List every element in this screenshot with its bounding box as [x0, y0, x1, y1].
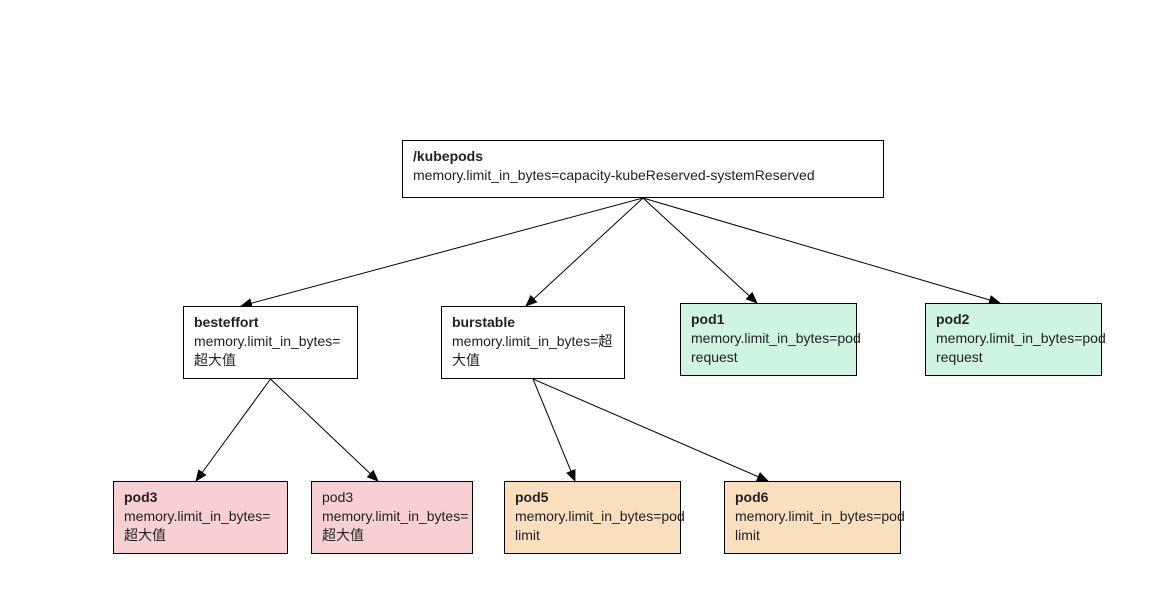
node-burstable-body: memory.limit_in_bytes=超大值: [452, 332, 614, 370]
node-pod1: pod1 memory.limit_in_bytes=pod request: [680, 303, 857, 376]
node-burstable-title: burstable: [452, 313, 614, 332]
node-pod3b-title: pod3: [322, 488, 462, 507]
node-pod1-title: pod1: [691, 310, 846, 329]
node-besteffort-body: memory.limit_in_bytes=超大值: [194, 332, 347, 370]
node-pod1-body: memory.limit_in_bytes=pod request: [691, 329, 846, 367]
node-pod2-title: pod2: [936, 310, 1091, 329]
node-pod5: pod5 memory.limit_in_bytes=pod limit: [504, 481, 681, 554]
node-pod6-body: memory.limit_in_bytes=pod limit: [735, 507, 890, 545]
node-pod2: pod2 memory.limit_in_bytes=pod request: [925, 303, 1102, 376]
node-pod3a-title: pod3: [124, 488, 277, 507]
node-besteffort: besteffort memory.limit_in_bytes=超大值: [183, 306, 358, 379]
node-kubepods-title: /kubepods: [413, 147, 873, 166]
node-besteffort-title: besteffort: [194, 313, 347, 332]
node-kubepods: /kubepods memory.limit_in_bytes=capacity…: [402, 140, 884, 198]
node-kubepods-body: memory.limit_in_bytes=capacity-kubeReser…: [413, 166, 873, 185]
node-pod3b-body: memory.limit_in_bytes=超大值: [322, 507, 462, 545]
node-pod6: pod6 memory.limit_in_bytes=pod limit: [724, 481, 901, 554]
node-pod5-title: pod5: [515, 488, 670, 507]
node-pod2-body: memory.limit_in_bytes=pod request: [936, 329, 1091, 367]
node-pod5-body: memory.limit_in_bytes=pod limit: [515, 507, 670, 545]
node-pod3a: pod3 memory.limit_in_bytes=超大值: [113, 481, 288, 554]
node-pod6-title: pod6: [735, 488, 890, 507]
node-pod3a-body: memory.limit_in_bytes=超大值: [124, 507, 277, 545]
node-burstable: burstable memory.limit_in_bytes=超大值: [441, 306, 625, 379]
node-pod3b: pod3 memory.limit_in_bytes=超大值: [311, 481, 473, 554]
